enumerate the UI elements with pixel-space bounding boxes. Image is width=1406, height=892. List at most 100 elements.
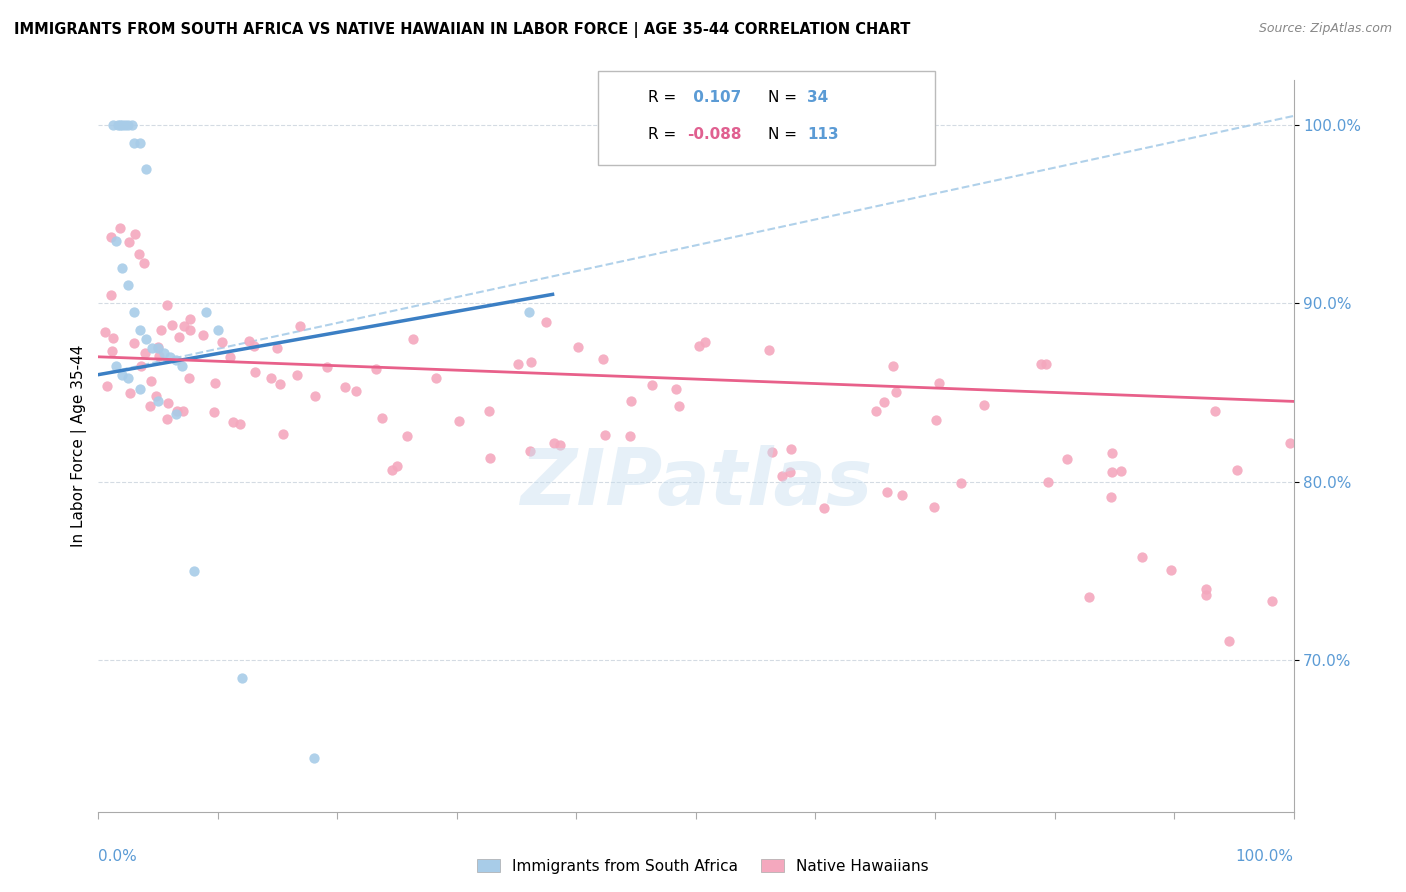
Point bbox=[333, 380, 356, 394]
Point bbox=[973, 398, 995, 412]
Point bbox=[1029, 358, 1052, 372]
Point bbox=[134, 256, 156, 270]
Point bbox=[100, 287, 122, 301]
Y-axis label: In Labor Force | Age 35-44: In Labor Force | Age 35-44 bbox=[72, 345, 87, 547]
Text: 113: 113 bbox=[807, 128, 838, 142]
Point bbox=[145, 389, 167, 403]
Point bbox=[695, 335, 717, 350]
Point bbox=[761, 444, 783, 458]
Point bbox=[266, 341, 288, 355]
Point bbox=[1195, 588, 1218, 602]
Point bbox=[156, 411, 179, 425]
Point bbox=[950, 475, 973, 490]
Point bbox=[478, 403, 501, 417]
Point bbox=[207, 323, 229, 337]
Point bbox=[813, 500, 835, 515]
Point bbox=[177, 370, 200, 384]
Point bbox=[183, 564, 205, 578]
Text: Source: ZipAtlas.com: Source: ZipAtlas.com bbox=[1258, 22, 1392, 36]
Point bbox=[271, 426, 294, 441]
Point bbox=[865, 404, 887, 418]
Point bbox=[149, 323, 172, 337]
Point bbox=[519, 355, 541, 369]
Point bbox=[135, 162, 157, 177]
Point bbox=[1225, 462, 1247, 476]
Legend: Immigrants from South Africa, Native Hawaiians: Immigrants from South Africa, Native Haw… bbox=[471, 853, 935, 880]
Point bbox=[204, 376, 226, 391]
Point bbox=[668, 399, 690, 413]
Text: 100.0%: 100.0% bbox=[1236, 849, 1294, 863]
Point bbox=[103, 331, 125, 345]
Text: 34: 34 bbox=[807, 90, 828, 104]
Point bbox=[259, 371, 281, 385]
Point bbox=[238, 334, 260, 348]
Point bbox=[179, 312, 201, 326]
Point bbox=[534, 315, 557, 329]
Point bbox=[506, 357, 529, 371]
Point bbox=[928, 376, 950, 391]
Point bbox=[165, 353, 187, 368]
Point bbox=[117, 371, 139, 385]
Point bbox=[385, 459, 408, 474]
Point bbox=[195, 305, 218, 319]
Point bbox=[924, 500, 946, 514]
Point bbox=[173, 319, 195, 334]
Point bbox=[229, 417, 252, 431]
Point bbox=[872, 395, 894, 409]
Point bbox=[302, 751, 325, 765]
Point bbox=[172, 359, 194, 373]
Point bbox=[1279, 435, 1302, 450]
Point bbox=[108, 221, 131, 235]
Point bbox=[567, 340, 589, 354]
Point bbox=[156, 298, 179, 312]
Point bbox=[129, 382, 152, 396]
Point bbox=[1132, 550, 1154, 565]
Point bbox=[1109, 464, 1132, 478]
Point bbox=[779, 466, 801, 480]
Point bbox=[141, 341, 163, 355]
Point bbox=[157, 396, 180, 410]
Point bbox=[641, 377, 664, 392]
Point bbox=[165, 407, 187, 421]
Point bbox=[218, 351, 240, 365]
Point bbox=[269, 376, 291, 391]
Point bbox=[285, 368, 308, 383]
Point bbox=[243, 365, 266, 379]
Point bbox=[111, 368, 134, 382]
Point bbox=[148, 394, 170, 409]
Point bbox=[688, 339, 710, 353]
Point bbox=[148, 340, 170, 354]
Point bbox=[243, 339, 266, 353]
Point bbox=[135, 332, 157, 346]
Point bbox=[124, 136, 146, 150]
Point bbox=[882, 359, 904, 373]
Point bbox=[211, 334, 233, 349]
Text: N =: N = bbox=[768, 128, 801, 142]
Point bbox=[129, 359, 152, 374]
Point bbox=[108, 118, 131, 132]
Point bbox=[118, 235, 141, 249]
Text: R =: R = bbox=[648, 90, 682, 104]
Point bbox=[395, 429, 418, 443]
Point bbox=[122, 336, 145, 351]
Point bbox=[124, 305, 146, 319]
Point bbox=[1056, 452, 1078, 467]
Point bbox=[891, 488, 914, 502]
Text: R =: R = bbox=[648, 128, 682, 142]
Point bbox=[167, 330, 190, 344]
Point bbox=[543, 435, 565, 450]
Point bbox=[1101, 446, 1123, 460]
Point bbox=[288, 319, 311, 334]
Point bbox=[1194, 582, 1216, 596]
Text: 0.0%: 0.0% bbox=[98, 849, 138, 863]
Point bbox=[519, 443, 541, 458]
Point bbox=[117, 118, 139, 132]
Point bbox=[1160, 563, 1182, 577]
Point bbox=[304, 389, 326, 403]
Point bbox=[478, 451, 501, 466]
Point bbox=[101, 344, 124, 359]
Point bbox=[593, 427, 616, 442]
Point bbox=[94, 325, 117, 339]
Point bbox=[315, 359, 337, 374]
Point bbox=[172, 403, 194, 417]
